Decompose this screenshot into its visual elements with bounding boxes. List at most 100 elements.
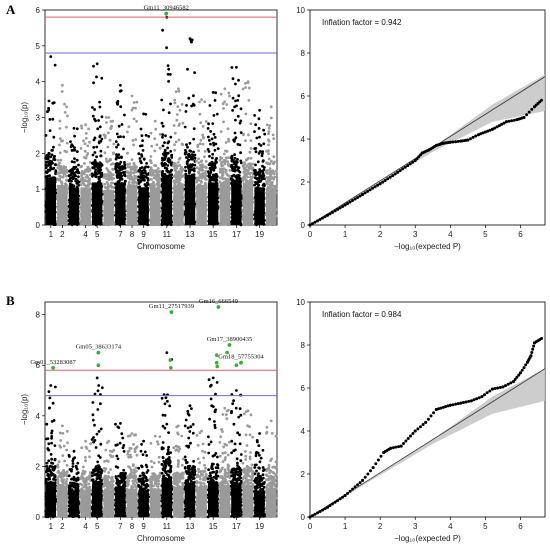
snp-point bbox=[103, 182, 107, 186]
snp-point bbox=[241, 176, 245, 180]
qq-point bbox=[533, 105, 536, 109]
snp-point bbox=[141, 149, 145, 152]
snp-point bbox=[112, 142, 116, 146]
snp-point bbox=[53, 158, 57, 162]
snp-point bbox=[199, 175, 203, 179]
snp-point bbox=[157, 173, 161, 177]
snp-point bbox=[75, 127, 79, 131]
snp-point bbox=[225, 150, 229, 153]
y-tick-label: 8 bbox=[301, 49, 306, 58]
snp-point bbox=[161, 133, 165, 137]
snp-point bbox=[120, 123, 124, 126]
snp-point bbox=[51, 148, 54, 152]
snp-point bbox=[114, 168, 118, 172]
snp-point bbox=[238, 177, 242, 181]
snp-point bbox=[188, 171, 191, 174]
snp-point bbox=[75, 158, 79, 162]
snp-point bbox=[140, 134, 144, 138]
snp-point bbox=[132, 177, 136, 180]
snp-point bbox=[162, 108, 165, 112]
snp-point bbox=[254, 123, 257, 127]
snp-point bbox=[100, 173, 104, 177]
qq-point bbox=[469, 137, 472, 141]
snp-point bbox=[134, 165, 138, 169]
snp-point bbox=[173, 98, 177, 102]
significant-snp-point bbox=[164, 11, 169, 16]
snp-point bbox=[125, 170, 129, 174]
snp-point bbox=[176, 164, 180, 168]
qq-point bbox=[328, 212, 332, 216]
snp-point bbox=[234, 118, 237, 122]
snp-point bbox=[232, 138, 236, 142]
snp-point bbox=[58, 127, 62, 130]
snp-point bbox=[227, 178, 231, 181]
snp-point bbox=[59, 439, 63, 442]
snp-point bbox=[227, 162, 230, 166]
snp-point bbox=[97, 384, 101, 387]
snp-point bbox=[268, 167, 272, 171]
snp-point bbox=[83, 149, 87, 153]
qq-point bbox=[331, 210, 334, 214]
snp-point bbox=[208, 166, 212, 170]
snp-point bbox=[92, 64, 95, 68]
snp-point bbox=[54, 385, 57, 389]
snp-point bbox=[246, 175, 250, 179]
snp-point bbox=[95, 75, 98, 79]
y-tick-label: 3 bbox=[36, 114, 41, 123]
snp-point bbox=[151, 173, 155, 177]
snp-point bbox=[265, 123, 269, 127]
y-tick-label: 6 bbox=[36, 6, 41, 15]
snp-point bbox=[88, 173, 92, 177]
snp-point bbox=[265, 171, 269, 175]
snp-point bbox=[199, 160, 203, 164]
snp-point bbox=[98, 456, 102, 459]
snp-point bbox=[56, 158, 60, 162]
snp-point bbox=[91, 153, 95, 157]
qq-point bbox=[351, 199, 355, 202]
snp-point bbox=[92, 161, 95, 165]
snp-peak-point bbox=[72, 449, 76, 453]
snp-point bbox=[157, 176, 161, 180]
snp-point bbox=[137, 175, 141, 179]
snp-point bbox=[177, 138, 181, 142]
snp-point bbox=[169, 149, 173, 153]
snp-point bbox=[45, 461, 49, 465]
snp-point bbox=[257, 179, 261, 183]
snp-point bbox=[122, 468, 126, 472]
snp-peak-point bbox=[119, 422, 122, 425]
snp-point bbox=[61, 454, 65, 457]
snp-point bbox=[96, 127, 100, 131]
snp-point bbox=[48, 118, 52, 121]
snp-point bbox=[231, 165, 235, 169]
snp-point bbox=[201, 133, 205, 137]
snp-point bbox=[76, 170, 80, 174]
qq-point bbox=[361, 193, 365, 196]
snp-point bbox=[238, 170, 242, 174]
snp-point bbox=[115, 132, 119, 136]
snp-point bbox=[141, 171, 145, 175]
snp-point bbox=[234, 99, 237, 103]
snp-point bbox=[254, 181, 257, 184]
snp-point bbox=[158, 132, 162, 136]
snp-peak-point bbox=[119, 83, 122, 87]
snp-point bbox=[193, 153, 197, 157]
snp-point bbox=[164, 134, 167, 138]
snp-point bbox=[88, 179, 91, 183]
qq-point bbox=[371, 186, 375, 190]
snp-point bbox=[69, 140, 72, 144]
qq-point bbox=[318, 218, 322, 221]
snp-point bbox=[70, 179, 73, 183]
snp-point bbox=[107, 177, 110, 181]
snp-point bbox=[268, 162, 272, 166]
snp-point bbox=[144, 112, 148, 116]
snp-point bbox=[105, 121, 108, 124]
qq-point bbox=[396, 170, 400, 174]
snp-point bbox=[99, 162, 103, 166]
snp-point bbox=[64, 182, 67, 186]
snp-point bbox=[177, 175, 181, 179]
x-tick-label: 15 bbox=[209, 230, 218, 239]
snp-point bbox=[120, 432, 124, 436]
snp-point bbox=[248, 171, 252, 175]
qq-point bbox=[376, 183, 380, 187]
snp-point bbox=[65, 174, 68, 178]
